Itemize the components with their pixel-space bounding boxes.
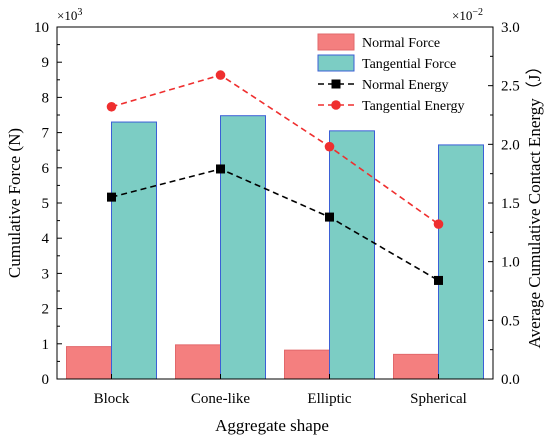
legend: Normal Force Tangential Force Normal Energ… xyxy=(317,33,465,114)
x-tick-label: Block xyxy=(94,391,130,407)
legend-label: Tangential Energy xyxy=(362,99,465,114)
bar-normal-force xyxy=(284,349,330,380)
right-tick-label: 2.0 xyxy=(501,137,520,153)
point-normal-energy xyxy=(434,275,443,285)
right-axis-title: Average Cumulative Contact Energy（J） xyxy=(525,58,544,349)
right-tick-label: 0.5 xyxy=(501,313,520,329)
point-normal-energy xyxy=(107,192,116,202)
right-tick-label: 0.0 xyxy=(501,372,520,388)
line-tangential-energy xyxy=(111,74,439,225)
left-tick-label: 3 xyxy=(42,266,50,282)
bar-tangential-force xyxy=(438,144,484,380)
x-tick-label: Cone-like xyxy=(191,391,250,407)
legend-swatch xyxy=(317,33,355,51)
point-tangential-energy xyxy=(433,219,444,229)
point-tangential-energy xyxy=(324,141,335,152)
axes: 0 1 2 3 4 5 6 7 8 9 10 0.0 0.5 1.0 1.5 2.0 2.5 3.0 Block Co… xyxy=(34,20,520,407)
bar-normal-force xyxy=(393,353,439,380)
legend-label: Normal Energy xyxy=(362,78,448,93)
left-tick-label: 5 xyxy=(42,196,50,212)
line-normal-energy xyxy=(111,168,439,282)
left-tick-label: 0 xyxy=(42,372,50,388)
point-normal-energy xyxy=(325,212,334,222)
left-tick-label: 1 xyxy=(42,337,50,353)
x-tick-label: Spherical xyxy=(410,391,467,407)
point-tangential-energy xyxy=(215,70,226,80)
left-tick-label: 9 xyxy=(42,55,50,71)
bar-tangential-force xyxy=(111,121,157,380)
plot-area xyxy=(66,70,484,380)
point-normal-energy xyxy=(216,164,225,174)
left-tick-label: 6 xyxy=(42,161,50,177)
legend-label: Normal Force xyxy=(362,36,440,51)
right-axis-exponent: ×10−2 xyxy=(452,7,483,23)
right-tick-label: 1.5 xyxy=(501,196,520,212)
bar-tangential-force xyxy=(220,115,266,380)
bar-tangential-force xyxy=(329,130,375,380)
left-axis-exponent: ×103 xyxy=(57,7,82,23)
bar-normal-force xyxy=(175,344,221,380)
right-tick-label: 1.0 xyxy=(501,255,520,271)
legend-label: Tangential Force xyxy=(362,57,456,72)
left-tick-label: 4 xyxy=(42,231,50,247)
right-tick-label: 3.0 xyxy=(501,20,520,36)
left-axis-title: Cumulative Force (N) xyxy=(5,128,24,278)
left-tick-label: 2 xyxy=(42,302,50,318)
x-axis-title: Aggregate shape xyxy=(215,416,329,435)
left-tick-label: 8 xyxy=(42,90,50,106)
legend-marker xyxy=(331,79,341,89)
legend-marker xyxy=(331,100,341,110)
bar-normal-force xyxy=(66,346,112,380)
point-tangential-energy xyxy=(106,101,117,112)
left-tick-label: 7 xyxy=(42,126,50,142)
right-tick-label: 2.5 xyxy=(501,79,520,95)
left-tick-label: 10 xyxy=(34,20,49,36)
x-tick-label: Elliptic xyxy=(307,391,352,407)
legend-swatch xyxy=(317,54,355,72)
